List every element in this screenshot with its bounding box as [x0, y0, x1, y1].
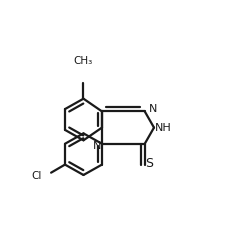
Text: Cl: Cl [32, 171, 42, 181]
Text: CH₃: CH₃ [74, 56, 93, 66]
Text: N: N [149, 104, 158, 114]
Text: NH: NH [155, 123, 172, 133]
Text: N: N [92, 141, 101, 151]
Text: S: S [145, 157, 153, 170]
